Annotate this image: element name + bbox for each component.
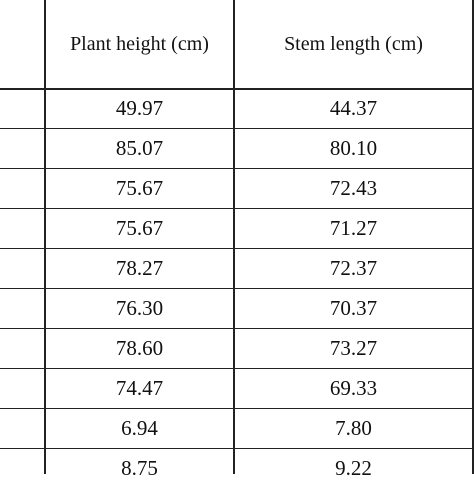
stem-length-cell: 72.37 xyxy=(329,256,378,280)
stem-length-cell: 7.80 xyxy=(335,416,372,440)
plant-height-cell: 76.30 xyxy=(115,296,164,320)
stem-length-cell: 71.27 xyxy=(329,216,378,240)
plant-height-cell: 78.27 xyxy=(115,256,164,280)
plant-height-cell: 6.94 xyxy=(121,416,158,440)
column-divider-middle xyxy=(233,0,235,474)
row-divider xyxy=(0,368,474,369)
stem-length-cell: 44.37 xyxy=(329,96,378,120)
stem-length-cell: 69.33 xyxy=(329,376,378,400)
row-divider xyxy=(0,208,474,209)
plant-height-cell: 49.97 xyxy=(115,96,164,120)
stem-length-cell: 80.10 xyxy=(329,136,378,160)
stem-length-cell: 72.43 xyxy=(329,176,378,200)
row-divider xyxy=(0,168,474,169)
row-divider xyxy=(0,408,474,409)
row-divider xyxy=(0,128,474,129)
plant-height-cell: 75.67 xyxy=(115,216,164,240)
stem-length-cell: 9.22 xyxy=(335,456,372,480)
row-divider xyxy=(0,288,474,289)
plant-height-cell: 78.60 xyxy=(115,336,164,360)
stem-length-cell: 70.37 xyxy=(329,296,378,320)
column-divider-left xyxy=(44,0,46,474)
header-bottom-border xyxy=(0,88,474,90)
stem-length-cell: 73.27 xyxy=(329,336,378,360)
plant-height-cell: 8.75 xyxy=(121,456,158,480)
header-plant-height: Plant height (cm) xyxy=(70,33,209,55)
header-stem-length: Stem length (cm) xyxy=(284,33,423,55)
row-divider xyxy=(0,328,474,329)
column-divider-right xyxy=(472,0,474,474)
plant-height-cell: 75.67 xyxy=(115,176,164,200)
plant-height-cell: 85.07 xyxy=(115,136,164,160)
row-divider xyxy=(0,248,474,249)
plant-height-cell: 74.47 xyxy=(115,376,164,400)
row-divider xyxy=(0,448,474,449)
